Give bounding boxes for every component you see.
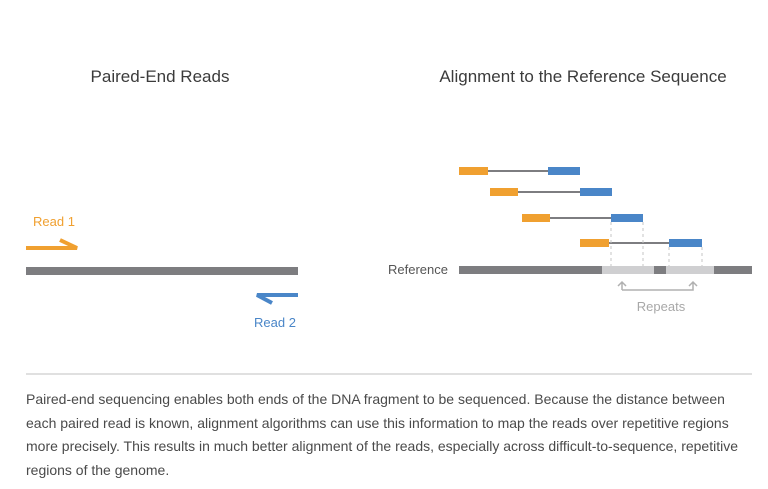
reference-label: Reference — [388, 262, 448, 277]
read-2-label: Read 2 — [254, 315, 296, 330]
read-pair-4-read2 — [669, 239, 702, 247]
read-1-label: Read 1 — [33, 214, 75, 229]
read-pair-1-read1 — [459, 167, 488, 175]
caption-text: Paired-end sequencing enables both ends … — [26, 391, 738, 478]
repeat-region-1 — [602, 266, 654, 274]
dna-fragment — [26, 267, 298, 275]
read-1-arrow — [26, 238, 78, 250]
read-pair-4-read1 — [580, 239, 609, 247]
read-pair-2-read2 — [580, 188, 612, 196]
repeats-label: Repeats — [637, 299, 686, 314]
read-pair-1-read2 — [548, 167, 580, 175]
paired-end-reads-panel: Read 1 Read 2 — [26, 214, 298, 330]
alignment-panel: Reference Repeats — [388, 167, 752, 314]
repeat-region-2 — [666, 266, 714, 274]
right-panel-title: Alignment to the Reference Sequence — [439, 67, 726, 86]
read-pair-3-read2 — [611, 214, 643, 222]
reference-sequence — [459, 266, 752, 274]
left-panel-title: Paired-End Reads — [91, 67, 230, 86]
repeats-bracket — [617, 280, 698, 291]
read-pair-4 — [580, 239, 702, 247]
alignment-guides — [610, 222, 703, 266]
read-pair-3-read1 — [522, 214, 550, 222]
read-pair-2-read1 — [490, 188, 518, 196]
read-pair-2 — [490, 188, 612, 196]
read-2-arrow — [256, 293, 298, 305]
read-pair-1 — [459, 167, 580, 175]
read-pair-3 — [522, 214, 643, 222]
